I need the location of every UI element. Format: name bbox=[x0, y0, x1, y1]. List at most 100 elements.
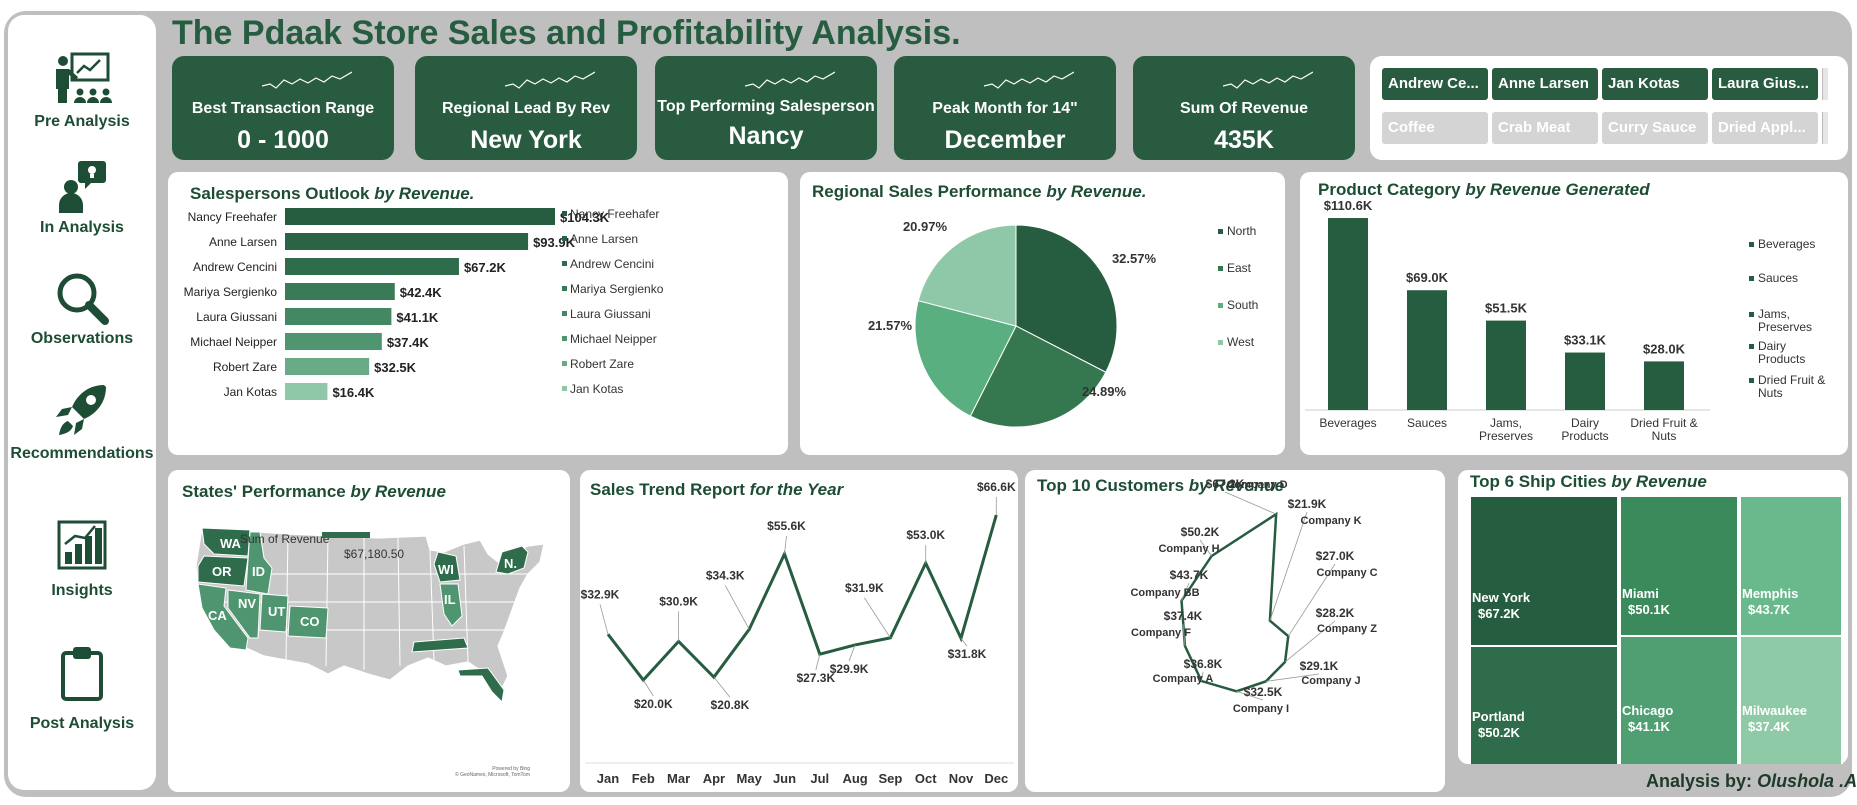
legend-swatch bbox=[562, 386, 567, 391]
bar-value-label: $69.0K bbox=[1406, 270, 1449, 285]
state-border bbox=[463, 545, 469, 663]
ship-cities-treemap: New York$67.2K Portland$50.2K Miami$50.1K C… bbox=[1469, 495, 1843, 764]
bar-value-label: $16.4K bbox=[332, 385, 375, 400]
state-shape bbox=[495, 545, 529, 575]
treemap-cell bbox=[1469, 495, 1619, 647]
bar-category-label: Dairy Products bbox=[1561, 416, 1608, 443]
slicer-product-item[interactable]: Crab Meat bbox=[1492, 112, 1598, 144]
radar-leader-line bbox=[1201, 671, 1204, 682]
kpi-value: 435K bbox=[1214, 126, 1274, 154]
radar-value-label: $36.8K bbox=[1184, 657, 1223, 671]
legend-label: Anne Larsen bbox=[570, 232, 638, 246]
radar-value-label: $67.2K bbox=[1206, 477, 1245, 491]
trend-month-label: Oct bbox=[915, 771, 937, 786]
trend-month-label: Sep bbox=[878, 771, 902, 786]
slicer-panel: Andrew Ce... Anne Larsen Jan Kotas Laura… bbox=[1370, 56, 1848, 160]
bar-category-label: Robert Zare bbox=[213, 360, 277, 374]
bar-value-label: $28.0K bbox=[1643, 341, 1686, 356]
slicer-salesperson-item[interactable]: Andrew Ce... bbox=[1382, 68, 1488, 100]
state-border bbox=[325, 535, 329, 667]
bar-category-label: Anne Larsen bbox=[209, 235, 277, 249]
radar-value-label: $50.2K bbox=[1181, 525, 1220, 539]
salesperson-bar bbox=[285, 233, 529, 250]
state-shape bbox=[259, 593, 289, 633]
treemap-city-label: Chicago bbox=[1622, 703, 1673, 718]
trend-value-label: $55.6K bbox=[767, 519, 806, 533]
trend-value-label: $27.3K bbox=[796, 671, 835, 685]
panel-ship-cities: Top 6 Ship Cities by Revenue New York $67… bbox=[1458, 470, 1848, 764]
nav-label: Pre Analysis bbox=[34, 113, 130, 130]
chart-title-suffix: by Revenue. bbox=[1046, 182, 1147, 201]
slicer-scrollbar[interactable] bbox=[1822, 112, 1828, 144]
state-label: WI bbox=[438, 562, 454, 577]
pie-slice bbox=[969, 325, 1107, 428]
nav-pre-analysis[interactable]: Pre Analysis bbox=[8, 51, 156, 131]
map-legend-value: $67,180.50 bbox=[344, 547, 404, 561]
state-shape-tn bbox=[411, 637, 469, 653]
panel-salespersons: Salespersons Outlook by Revenue. Nancy F… bbox=[168, 172, 788, 455]
legend-label: Robert Zare bbox=[570, 357, 634, 371]
magnifier-icon bbox=[57, 273, 109, 325]
regional-pie-chart: 32.57% North 24.89% East 21.57% South 20.97% We… bbox=[868, 219, 1258, 428]
bar-category-label: Andrew Cencini bbox=[193, 260, 277, 274]
map-attribution: © GeoNames, Microsoft, TomTom bbox=[455, 771, 530, 778]
nav-label: Insights bbox=[51, 582, 113, 599]
nav-insights[interactable]: Insights bbox=[8, 520, 156, 600]
kpi-value: Nancy bbox=[728, 122, 804, 150]
treemap-city-label: Portland bbox=[1472, 709, 1525, 724]
radar-leader-line bbox=[1181, 582, 1190, 601]
radar-category-label: Company F bbox=[1131, 627, 1191, 639]
kpi-card-transaction-range: Best Transaction Range 0 - 1000 bbox=[172, 56, 394, 160]
treemap-cell bbox=[1619, 495, 1739, 637]
slicer-salesperson-item[interactable]: Anne Larsen bbox=[1492, 68, 1598, 100]
nav-post-analysis[interactable]: Post Analysis bbox=[8, 645, 156, 733]
legend-swatch bbox=[562, 236, 567, 241]
treemap-value-label: $43.7K bbox=[1748, 602, 1791, 617]
trend-month-label: Jun bbox=[773, 771, 796, 786]
slicer-salesperson-item[interactable]: Laura Gius... bbox=[1712, 68, 1818, 100]
sparkline-icon bbox=[262, 71, 352, 89]
state-shape-fl bbox=[457, 667, 505, 704]
treemap-value-label: $50.1K bbox=[1628, 602, 1671, 617]
legend-swatch bbox=[562, 211, 567, 216]
nav-recommendations[interactable]: Recommendations bbox=[8, 381, 156, 463]
kpi-value: December bbox=[944, 126, 1066, 154]
slicer-product-item[interactable]: Coffee bbox=[1382, 112, 1488, 144]
salesperson-bar bbox=[285, 308, 392, 325]
slicer-scrollbar[interactable] bbox=[1822, 68, 1828, 100]
radar-value-label: $32.5K bbox=[1244, 685, 1283, 699]
state-label: NV bbox=[238, 596, 256, 611]
slicer-product-item[interactable]: Curry Sauce bbox=[1602, 112, 1708, 144]
category-bar bbox=[1565, 352, 1605, 410]
legend-swatch bbox=[1749, 378, 1754, 383]
bar-category-label: Jan Kotas bbox=[224, 385, 277, 399]
nav-observations[interactable]: Observations bbox=[8, 270, 156, 348]
trend-line bbox=[606, 514, 998, 683]
trend-leader-line bbox=[815, 654, 821, 671]
state-shape bbox=[245, 531, 273, 595]
treemap-value-label: $37.4K bbox=[1748, 719, 1791, 734]
state-label: OR bbox=[212, 564, 232, 579]
kpi-value: 0 - 1000 bbox=[237, 126, 329, 154]
chart-title-suffix: by Revenue bbox=[1611, 472, 1707, 491]
treemap-cell bbox=[1739, 635, 1843, 764]
radar-leader-line bbox=[1287, 563, 1336, 637]
treemap-value-label: $67.2K bbox=[1478, 606, 1521, 621]
legend-swatch bbox=[562, 311, 567, 316]
bar-value-label: $41.1K bbox=[396, 310, 439, 325]
nav-label: Post Analysis bbox=[29, 715, 135, 732]
treemap-city-label: Miami bbox=[1622, 586, 1659, 601]
slicer-product-item[interactable]: Dried Appl... bbox=[1712, 112, 1818, 144]
slicer-salesperson-item[interactable]: Jan Kotas bbox=[1602, 68, 1708, 100]
treemap-value-label: $50.2K bbox=[1478, 725, 1521, 740]
chart-title: Salespersons Outlook bbox=[190, 184, 370, 203]
pie-value-label: 32.57% bbox=[1112, 251, 1157, 266]
salesperson-bar bbox=[285, 208, 555, 225]
nav-in-analysis[interactable]: In Analysis bbox=[8, 159, 156, 237]
salesperson-bar bbox=[285, 283, 395, 300]
states-map: WA OR ID CA NV UT CO WI IL N. Sum of Revenue $67,18… bbox=[195, 527, 545, 778]
legend-label: Dried Fruit & Nuts bbox=[1758, 373, 1825, 400]
radar-leader-line bbox=[1182, 623, 1186, 646]
trend-month-label: Dec bbox=[984, 771, 1008, 786]
